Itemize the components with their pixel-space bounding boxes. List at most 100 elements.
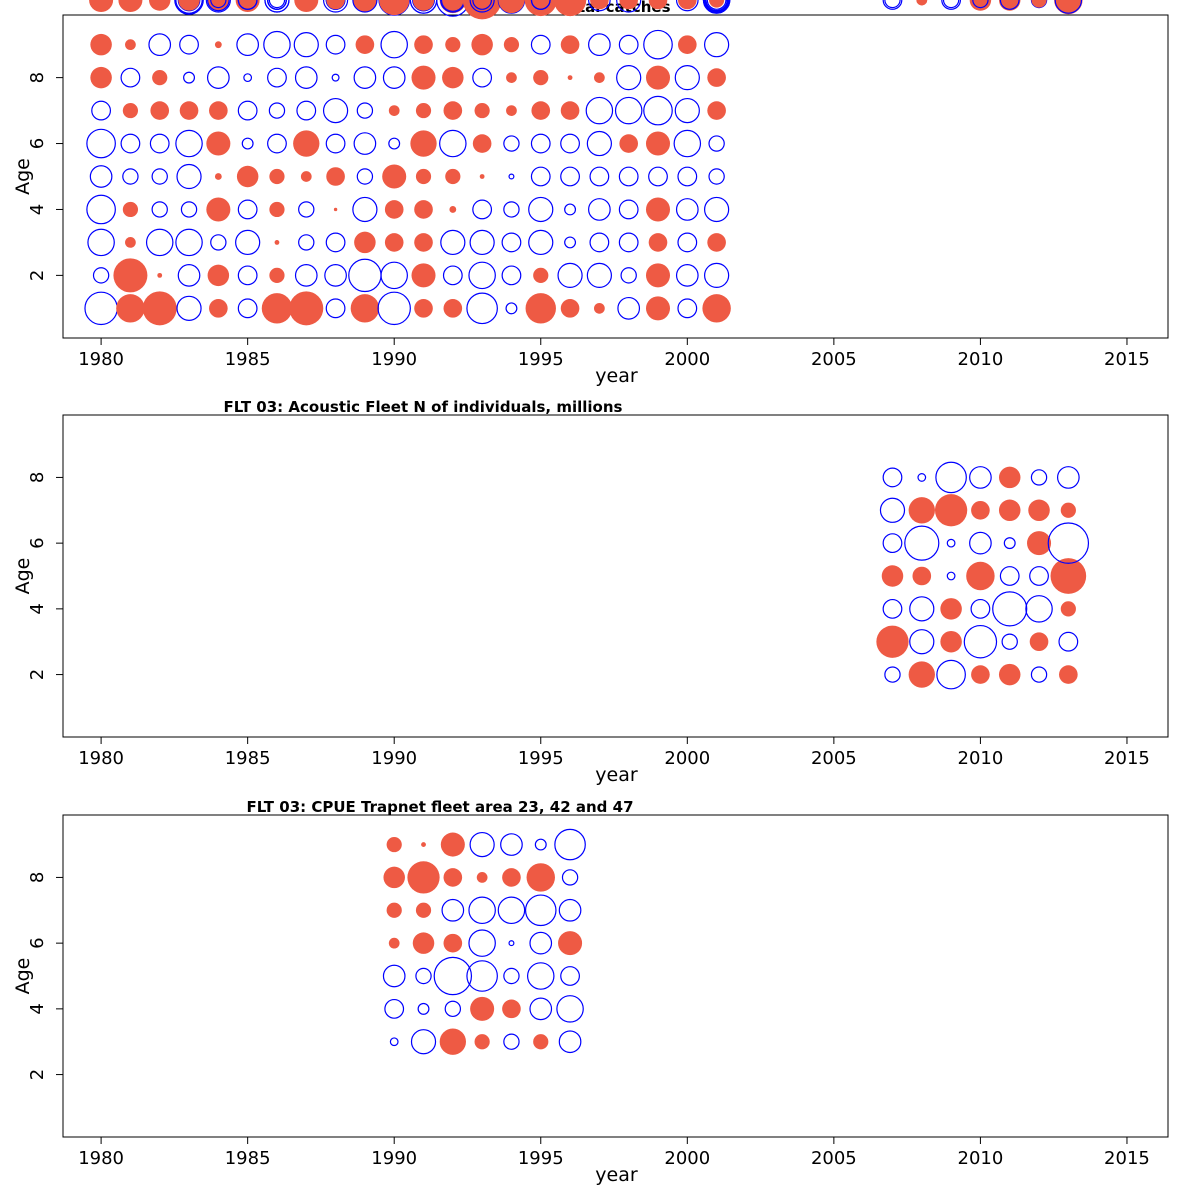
bubble-positive <box>594 72 605 83</box>
bubble-positive <box>410 130 437 157</box>
bubble-positive <box>940 630 962 653</box>
y-tick-label: 8 <box>27 472 48 483</box>
bubble-negative <box>468 896 496 925</box>
bubble-positive <box>415 102 432 119</box>
bubble-negative <box>882 598 903 619</box>
bubble-negative <box>205 0 231 13</box>
bubble-positive <box>506 105 517 116</box>
bubble-positive <box>533 1034 549 1050</box>
bubble-positive <box>91 0 111 10</box>
bubble-negative <box>564 203 577 216</box>
bubble-negative <box>237 265 258 286</box>
bubble-positive <box>619 0 638 10</box>
bubble-negative <box>122 168 139 185</box>
bubble-negative <box>352 196 378 223</box>
bubble-negative <box>616 65 642 91</box>
bubble-negative <box>472 0 493 10</box>
bubble-negative <box>356 102 374 119</box>
bubble-negative <box>677 298 698 319</box>
bubble-positive <box>414 200 433 219</box>
bubble-negative <box>325 133 346 154</box>
bubble-positive <box>677 35 697 54</box>
bubble-negative <box>179 34 199 55</box>
bubble-negative <box>618 232 639 253</box>
bubble-negative <box>352 0 378 13</box>
bubble-positive <box>298 0 314 8</box>
x-axis-label: year <box>595 365 638 387</box>
bubble-negative <box>472 199 493 220</box>
x-tick-label: 1985 <box>225 349 271 370</box>
bubble-negative <box>175 228 203 257</box>
bubble-negative <box>466 960 498 992</box>
bubble-negative <box>1056 466 1080 489</box>
bubble-negative <box>241 137 254 150</box>
panel-3: FLT 03: CPUE Trapnet fleet area 23, 42 a… <box>12 0 1169 1186</box>
bubble-positive <box>1029 632 1049 652</box>
bubble-positive <box>531 101 551 120</box>
bubble-negative <box>1003 537 1016 550</box>
bubble-negative <box>586 130 613 157</box>
x-tick-label: 1985 <box>225 1148 271 1169</box>
bubble-negative <box>382 964 406 988</box>
y-tick-label: 6 <box>27 138 48 149</box>
bubble-negative <box>586 262 613 288</box>
x-tick-label: 2000 <box>664 1148 710 1169</box>
bubble-negative <box>557 262 583 288</box>
x-tick-label: 1985 <box>225 748 271 769</box>
bubble-positive <box>707 233 726 252</box>
bubble-positive <box>474 1034 490 1050</box>
panel-2: FLT 03: Acoustic Fleet N of individuals,… <box>12 0 1169 786</box>
bubble-positive <box>157 272 163 278</box>
bubble-positive <box>443 868 463 887</box>
bubble-negative <box>148 33 172 57</box>
bubble-positive <box>122 201 139 218</box>
x-tick-label: 1980 <box>78 349 124 370</box>
bubble-positive <box>411 65 436 90</box>
x-tick-label: 2015 <box>1104 748 1150 769</box>
bubble-negative <box>969 531 992 555</box>
bubble-negative <box>999 0 1020 10</box>
bubble-negative <box>348 258 382 293</box>
bubble-negative <box>441 898 465 922</box>
bubble-positive <box>645 263 671 288</box>
bubble-negative <box>501 232 522 253</box>
bubble-positive <box>443 0 463 10</box>
bubble-negative <box>322 97 349 124</box>
bubble-negative <box>206 0 230 12</box>
bubble-positive <box>122 0 139 8</box>
bubble-negative <box>84 291 118 326</box>
bubble-negative <box>528 196 554 223</box>
bubble-positive <box>1054 0 1083 15</box>
bubble-negative <box>529 931 553 955</box>
bubble-positive <box>179 101 199 120</box>
bubble-positive <box>209 101 228 120</box>
bubble-negative <box>992 591 1028 627</box>
bubble-positive <box>648 0 668 10</box>
bubble-negative <box>1047 522 1090 564</box>
bubble-negative <box>298 201 315 218</box>
bubble-positive <box>350 294 380 323</box>
bubble-positive <box>388 937 400 949</box>
bubble-positive <box>1027 531 1052 556</box>
bubble-negative <box>529 997 553 1021</box>
bubble-negative <box>264 0 290 13</box>
bubble-negative <box>585 96 614 125</box>
x-tick-label: 2005 <box>811 349 857 370</box>
bubble-negative <box>618 166 639 187</box>
bubble-negative <box>674 65 700 91</box>
bubble-positive <box>152 70 168 86</box>
bubble-positive <box>526 863 555 892</box>
bubble-positive <box>645 296 671 321</box>
bubble-negative <box>909 596 935 622</box>
bubble-negative <box>946 538 956 548</box>
bubble-positive <box>178 0 200 11</box>
bubble-positive <box>414 299 433 318</box>
bubble-series <box>876 0 1090 690</box>
bubble-positive <box>90 66 112 89</box>
bubble-positive <box>445 37 461 53</box>
bubble-positive <box>293 130 320 157</box>
bubble-positive <box>498 0 525 14</box>
bubble-positive <box>443 101 463 120</box>
bubble-positive <box>443 933 463 953</box>
bubble-positive <box>876 625 909 658</box>
